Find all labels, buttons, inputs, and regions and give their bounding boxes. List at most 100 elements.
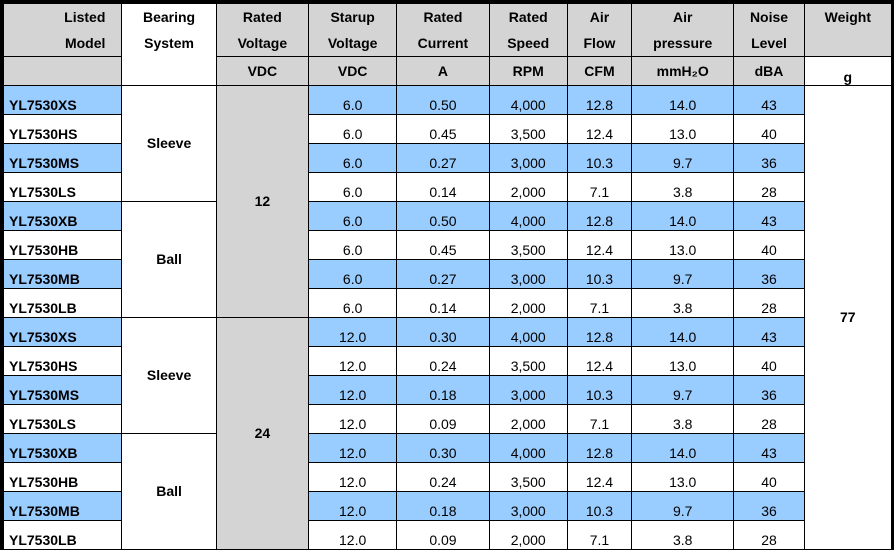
speed-cell: 3,500 [488, 114, 568, 144]
pressure-cell: 9.7 [631, 259, 735, 289]
pressure-cell: 3.8 [631, 172, 735, 202]
header-air-flow: Air Flow [566, 3, 633, 57]
table-row: YL7530XS Sleeve 24 12.0 0.30 4,000 12.8 14.0 43 [2, 317, 892, 550]
noise-cell: 40 [733, 114, 805, 144]
rated-voltage-cell: 12 [215, 85, 310, 318]
current-cell: 0.18 [396, 491, 490, 521]
speed-cell: 2,000 [488, 404, 568, 434]
flow-cell: 12.4 [566, 230, 633, 260]
noise-cell: 28 [733, 172, 805, 202]
model-cell: YL7530LS [2, 404, 123, 434]
startup-cell: 12.0 [307, 491, 398, 521]
table-row: YL7530HS 12.0 0.24 3,500 12.4 13.0 40 [2, 346, 892, 376]
current-cell: 0.09 [396, 404, 490, 434]
pressure-cell: 3.8 [631, 288, 735, 318]
flow-cell: 12.4 [566, 114, 633, 144]
model-cell: YL7530XB [2, 433, 123, 463]
noise-cell: 40 [733, 230, 805, 260]
startup-cell: 12.0 [307, 462, 398, 492]
noise-cell: 40 [733, 346, 805, 376]
model-cell: YL7530MS [2, 143, 123, 173]
pressure-cell: 3.8 [631, 404, 735, 434]
pressure-cell: 13.0 [631, 346, 735, 376]
startup-cell: 6.0 [307, 201, 398, 231]
noise-cell: 36 [733, 491, 805, 521]
speed-cell: 2,000 [488, 172, 568, 202]
flow-cell: 10.3 [566, 259, 633, 289]
unit-rated-speed: RPM [488, 56, 568, 86]
table-row: YL7530MS 12.0 0.18 3,000 10.3 9.7 36 [2, 375, 892, 405]
model-cell: YL7530HB [2, 462, 123, 492]
header-startup-voltage: Starup Voltage [307, 3, 398, 57]
flow-cell: 12.8 [566, 201, 633, 231]
noise-cell: 36 [733, 259, 805, 289]
startup-cell: 6.0 [307, 288, 398, 318]
table-row: YL7530LS 12.0 0.09 2,000 7.1 3.8 28 [2, 404, 892, 434]
current-cell: 0.24 [396, 462, 490, 492]
noise-cell: 43 [733, 85, 805, 115]
pressure-cell: 9.7 [631, 491, 735, 521]
speed-cell: 2,000 [488, 288, 568, 318]
unit-weight: g [803, 56, 893, 86]
current-cell: 0.27 [396, 259, 490, 289]
model-cell: YL7530XS [2, 85, 123, 115]
pressure-cell: 3.8 [631, 520, 735, 550]
speed-cell: 3,000 [488, 259, 568, 289]
startup-cell: 6.0 [307, 172, 398, 202]
pressure-cell: 14.0 [631, 317, 735, 347]
pressure-cell: 13.0 [631, 462, 735, 492]
speed-cell: 3,500 [488, 346, 568, 376]
table-row: YL7530LB 6.0 0.14 2,000 7.1 3.8 28 [2, 288, 892, 318]
speed-cell: 3,500 [488, 230, 568, 260]
unit-model-blank [2, 56, 123, 86]
noise-cell: 43 [733, 433, 805, 463]
table-row: YL7530XS Sleeve 12 6.0 0.50 4,000 12.8 14.0 43 77 [2, 85, 893, 550]
pressure-cell: 14.0 [631, 433, 735, 463]
flow-cell: 12.8 [566, 85, 633, 115]
speed-cell: 3,000 [488, 375, 568, 405]
header-weight: Weight [803, 3, 893, 57]
units-row: VDC VDC A RPM CFM mmH₂O dBA g [2, 56, 893, 86]
unit-air-pressure: mmH₂O [631, 56, 735, 86]
table-row: YL7530HB 12.0 0.24 3,500 12.4 13.0 40 [2, 462, 892, 492]
flow-cell: 12.8 [566, 317, 633, 347]
weight-cell: 77 [803, 85, 893, 550]
speed-cell: 4,000 [488, 317, 568, 347]
model-cell: YL7530MB [2, 491, 123, 521]
unit-air-flow: CFM [566, 56, 633, 86]
speed-cell: 4,000 [488, 433, 568, 463]
speed-cell: 3,500 [488, 462, 568, 492]
current-cell: 0.18 [396, 375, 490, 405]
model-cell: YL7530XS [2, 317, 123, 347]
flow-cell: 12.4 [566, 346, 633, 376]
table-row: YL7530MB 6.0 0.27 3,000 10.3 9.7 36 [2, 259, 892, 289]
table-row: YL7530HB 6.0 0.45 3,500 12.4 13.0 40 [2, 230, 892, 260]
flow-cell: 10.3 [566, 375, 633, 405]
model-cell: YL7530HB [2, 230, 123, 260]
startup-cell: 6.0 [307, 259, 398, 289]
bearing-system-cell: Sleeve [121, 317, 217, 434]
speed-cell: 3,000 [488, 143, 568, 173]
header-rated-current: Rated Current [396, 3, 490, 57]
flow-cell: 7.1 [566, 172, 633, 202]
speed-cell: 3,000 [488, 491, 568, 521]
flow-cell: 7.1 [566, 520, 633, 550]
speed-cell: 4,000 [488, 85, 568, 115]
startup-cell: 6.0 [307, 85, 398, 115]
unit-rated-voltage: VDC [215, 56, 310, 86]
header-model: Listed Model [2, 3, 123, 57]
header-air-pressure: Air pressure [631, 3, 735, 57]
flow-cell: 12.4 [566, 462, 633, 492]
flow-cell: 12.8 [566, 433, 633, 463]
model-cell: YL7530LS [2, 172, 123, 202]
header-row: Listed Model Bearing System Rated Voltage S… [2, 3, 893, 86]
model-cell: YL7530MS [2, 375, 123, 405]
bearing-system-cell: Ball [121, 433, 217, 550]
noise-cell: 28 [733, 288, 805, 318]
table-row: YL7530XB Ball 12.0 0.30 4,000 12.8 14.0 43 [2, 433, 892, 550]
model-cell: YL7530HS [2, 346, 123, 376]
current-cell: 0.30 [396, 317, 490, 347]
current-cell: 0.14 [396, 288, 490, 318]
speed-cell: 4,000 [488, 201, 568, 231]
current-cell: 0.45 [396, 114, 490, 144]
